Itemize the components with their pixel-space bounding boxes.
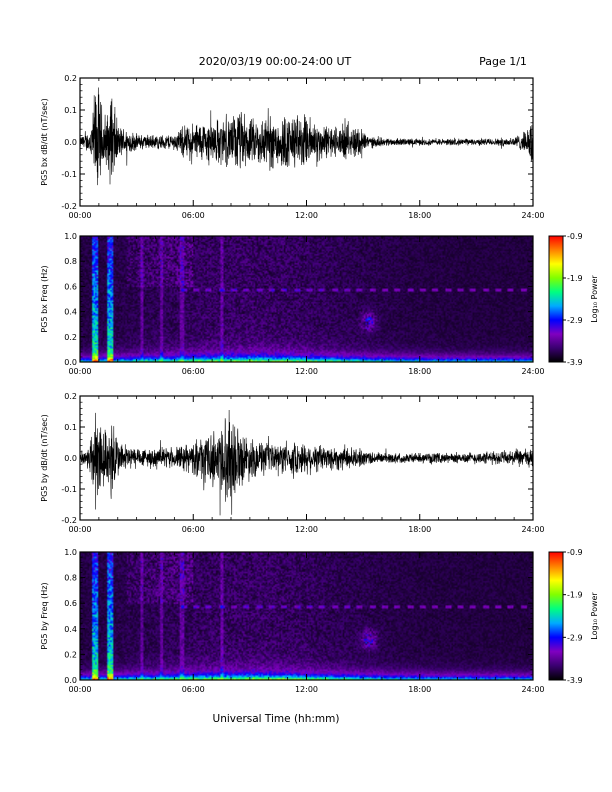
waveform-trace [79,87,534,186]
y-tick-label: 1.0 [64,232,77,241]
y-tick-label: -0.2 [61,516,77,525]
y-tick-label: 0.4 [64,308,77,317]
x-tick-label: 00:00 [68,525,91,534]
x-tick-label: 24:00 [521,525,544,534]
y-tick-label: 0.1 [64,423,77,432]
y-axis-label: PG5 bx dB/dt (nT/sec) [40,98,49,185]
by-waveform-panel: 00:00 06:00 12:00 18:00 24:00 -0.2 -0.1 0.0 0.1 0… [40,392,545,534]
bx-spectrogram-panel: 00:00 06:00 12:00 18:00 24:00 0.0 0.2 0.4 0.6 0.8… [40,232,599,376]
y-axis-label: PG5 by dB/dt (nT/sec) [40,414,49,501]
colorbar-tick-label: -3.9 [567,358,583,367]
colorbar-tick-label: -3.9 [567,676,583,685]
x-tick-label: 18:00 [408,211,431,220]
x-tick-label: 24:00 [521,685,544,694]
colorbar-tick-label: -2.9 [567,316,583,325]
y-tick-label: 0.2 [64,650,77,659]
colorbar-tick-label: -2.9 [567,633,583,642]
y-tick-label: 0.2 [64,392,77,401]
spectrogram-image [80,552,533,680]
x-axis-title: Universal Time (hh:mm) [213,713,340,725]
date-range-title: 2020/03/19 00:00-24:00 UT [199,55,352,68]
x-tick-label: 00:00 [68,367,91,376]
x-tick-label: 18:00 [408,685,431,694]
y-tick-label: -0.1 [61,485,77,494]
x-tick-label: 18:00 [408,525,431,534]
page-indicator: Page 1/1 [479,55,527,68]
x-tick-label: 18:00 [408,367,431,376]
y-tick-label: 0.0 [64,676,77,685]
y-tick-label: 0.0 [64,454,77,463]
waveform-trace [79,409,534,516]
colorbar-tick-label: -0.9 [567,232,583,241]
colorbar [548,551,564,681]
y-tick-label: -0.1 [61,170,77,179]
y-axis-label: PG5 bx Freq (Hz) [40,265,49,332]
y-tick-label: 0.2 [64,74,77,83]
y-tick-label: 0.6 [64,599,77,608]
colorbar-tick-label: -1.9 [567,274,583,283]
y-tick-label: 0.4 [64,625,77,634]
y-tick-label: 0.8 [64,574,77,583]
x-tick-label: 06:00 [182,211,205,220]
y-tick-label: 0.6 [64,282,77,291]
colorbar-label: Log₁₀ Power [590,275,599,323]
colorbar [548,235,564,363]
y-tick-label: 1.0 [64,548,77,557]
colorbar-tick-label: -1.9 [567,591,583,600]
y-tick-label: 0.2 [64,333,77,342]
colorbar-tick-label: -0.9 [567,548,583,557]
colorbar-label: Log₁₀ Power [590,592,599,640]
bx-waveform-panel: 00:00 06:00 12:00 18:00 24:00 -0.2 -0.1 0.0 0.1 0… [40,74,545,220]
x-tick-label: 12:00 [295,367,318,376]
x-tick-label: 06:00 [182,367,205,376]
x-tick-label: 06:00 [182,685,205,694]
y-tick-label: 0.1 [64,106,77,115]
y-tick-label: 0.0 [64,358,77,367]
x-tick-label: 12:00 [295,211,318,220]
x-tick-label: 06:00 [182,525,205,534]
y-axis-label: PG5 by Freq (Hz) [40,582,49,649]
x-tick-label: 00:00 [68,685,91,694]
spectrogram-image [80,236,533,362]
y-tick-label: 0.8 [64,257,77,266]
x-tick-label: 24:00 [521,367,544,376]
x-tick-label: 00:00 [68,211,91,220]
y-tick-label: -0.2 [61,202,77,211]
x-tick-label: 24:00 [521,211,544,220]
by-spectrogram-panel: 00:00 06:00 12:00 18:00 24:00 0.0 0.2 0.4 0.6 0.8… [40,548,599,694]
x-tick-label: 12:00 [295,685,318,694]
y-tick-label: 0.0 [64,138,77,147]
x-tick-label: 12:00 [295,525,318,534]
